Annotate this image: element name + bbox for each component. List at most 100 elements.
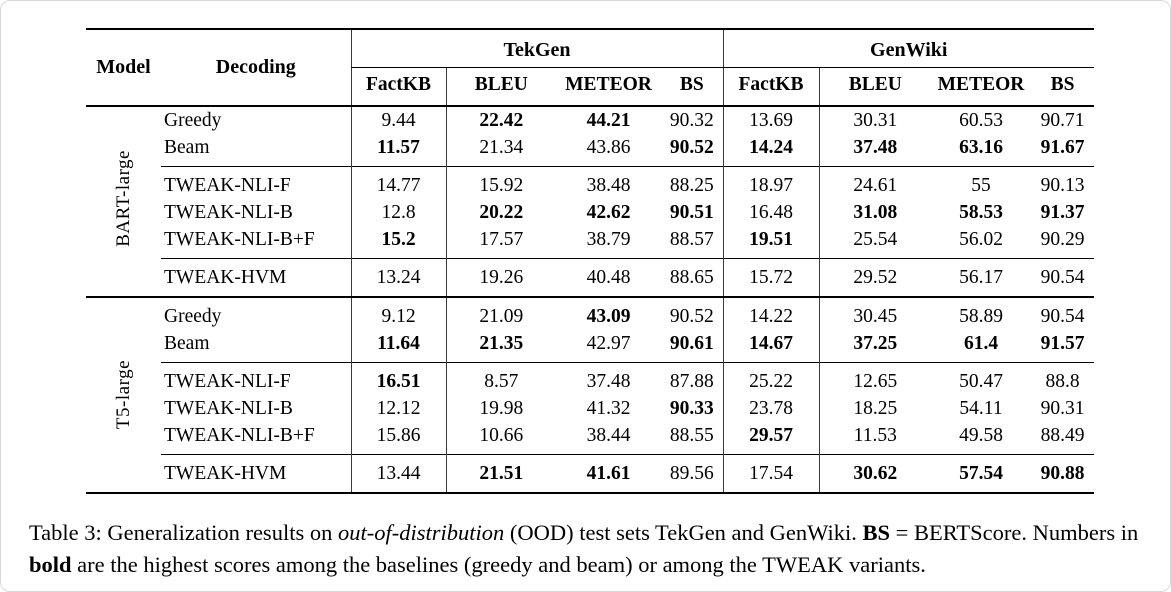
metric-cell: 61.4 xyxy=(963,332,999,354)
column-header-genwiki-bleu: BLEU xyxy=(818,67,931,106)
metric-cell: 20.22 xyxy=(445,199,556,226)
metric-cell: 88.49 xyxy=(1040,424,1085,446)
metric-cell: 90.88 xyxy=(1031,454,1094,493)
caption-segment: Table 3: Generalization results on xyxy=(29,520,338,545)
metric-cell: 11.57 xyxy=(350,134,446,167)
metric-cell: 88.57 xyxy=(669,228,714,250)
metric-cell: 19.98 xyxy=(445,395,556,422)
metric-cell: 19.26 xyxy=(445,258,556,297)
decoding-cell: Beam xyxy=(164,332,210,354)
table-header: Model Decoding TekGen GenWiki FactKB BLE… xyxy=(86,29,1094,106)
metric-cell: 90.31 xyxy=(1040,397,1085,419)
caption-segment: = BERTScore. Numbers in xyxy=(890,520,1139,545)
metric-cell: 88.65 xyxy=(661,258,723,297)
column-group-genwiki: GenWiki xyxy=(722,29,1094,68)
column-header-tekgen-meteor: METEOR xyxy=(565,74,652,95)
metric-cell: 55 xyxy=(931,166,1031,199)
decoding-cell: TWEAK-NLI-B xyxy=(164,201,293,223)
metric-cell: 38.79 xyxy=(586,228,631,250)
metric-cell: 41.32 xyxy=(586,397,631,419)
metric-cell: 11.64 xyxy=(350,330,446,363)
metric-cell: 21.34 xyxy=(445,134,556,167)
decoding-cell: Greedy xyxy=(161,296,351,330)
table-row: TWEAK-NLI-B+F 15.2 17.57 38.79 88.57 19.51 25.… xyxy=(86,226,1094,259)
metric-cell: 15.72 xyxy=(722,258,819,297)
metric-cell: 38.48 xyxy=(556,166,661,199)
metric-cell: 9.44 xyxy=(350,106,446,134)
model-label: T5-large xyxy=(112,359,134,430)
header-group-row: Model Decoding TekGen GenWiki xyxy=(86,29,1094,78)
metric-cell: 13.69 xyxy=(722,106,819,134)
metric-cell: 12.12 xyxy=(350,395,446,422)
column-group-tekgen: TekGen xyxy=(350,29,723,68)
decoding-cell: TWEAK-NLI-B+F xyxy=(164,228,315,250)
metric-cell: 21.51 xyxy=(445,454,556,493)
metric-cell: 37.48 xyxy=(556,362,661,395)
metric-cell: 91.37 xyxy=(1040,201,1085,223)
metric-cell: 88.8 xyxy=(1031,362,1094,395)
table-row: Beam 11.64 21.35 42.97 90.61 14.67 37.25 61.4 91… xyxy=(86,330,1094,363)
caption-segment: bold xyxy=(29,552,72,578)
table-row: TWEAK-HVM 13.44 21.51 41.61 89.56 17.54 30.62 5… xyxy=(86,454,1094,493)
table-row: TWEAK-NLI-F 14.77 15.92 38.48 88.25 18.97 24.6… xyxy=(86,166,1094,199)
metric-cell: 90.29 xyxy=(1040,228,1085,250)
metric-cell: 43.86 xyxy=(586,136,631,158)
metric-cell: 30.62 xyxy=(818,454,931,493)
decoding-cell: TWEAK-NLI-F xyxy=(161,166,351,199)
metric-cell: 50.47 xyxy=(931,362,1031,395)
metric-cell: 54.11 xyxy=(959,397,1003,419)
caption-segment: are the highest scores among the baselin… xyxy=(71,552,926,578)
metric-cell: 58.53 xyxy=(959,201,1003,223)
table-row: TWEAK-NLI-B 12.12 19.98 41.32 90.33 23.78 18.2… xyxy=(86,395,1094,422)
metric-cell: 90.33 xyxy=(669,397,714,419)
metric-cell: 18.97 xyxy=(722,166,819,199)
metric-cell: 37.48 xyxy=(818,134,931,167)
metric-cell: 90.51 xyxy=(669,201,714,223)
metric-cell: 63.16 xyxy=(959,136,1003,158)
metric-cell: 37.25 xyxy=(818,330,931,363)
metric-cell: 19.51 xyxy=(722,226,819,259)
metric-cell: 90.32 xyxy=(669,109,714,131)
model-cell: BART-large xyxy=(86,106,161,297)
metric-cell: 58.89 xyxy=(931,296,1031,330)
metric-cell: 90.54 xyxy=(1031,258,1094,297)
metric-cell: 44.21 xyxy=(586,109,631,131)
metric-cell: 90.52 xyxy=(669,136,714,158)
metric-cell: 30.45 xyxy=(818,296,931,330)
metric-cell: 14.22 xyxy=(722,296,819,330)
metric-cell: 40.48 xyxy=(556,258,661,297)
decoding-cell: TWEAK-NLI-F xyxy=(161,362,351,395)
decoding-cell: TWEAK-HVM xyxy=(161,258,351,297)
model-label: BART-large xyxy=(112,150,134,247)
metric-cell: 90.71 xyxy=(1040,109,1085,131)
table-body: BART-large Greedy 9.44 22.42 44.21 90.32 13.69… xyxy=(86,106,1094,493)
decoding-cell: Greedy xyxy=(164,109,222,131)
metric-cell: 90.54 xyxy=(1031,296,1094,330)
metric-cell: 91.57 xyxy=(1040,332,1085,354)
metric-cell: 14.24 xyxy=(722,134,819,167)
decoding-cell: TWEAK-NLI-B xyxy=(164,397,293,419)
metric-cell: 30.31 xyxy=(818,106,931,134)
header-metric-row: FactKB BLEU METEOR BS FactKB BLEU METEOR… xyxy=(86,67,1094,106)
column-header-genwiki-bs: BS xyxy=(1050,74,1075,95)
metric-cell: 14.77 xyxy=(350,166,446,199)
table-row: TWEAK-NLI-F 16.51 8.57 37.48 87.88 25.22 12.65… xyxy=(86,362,1094,395)
column-header-tekgen-bs: BS xyxy=(679,74,704,95)
metric-cell: 21.35 xyxy=(445,330,556,363)
metric-cell: 60.53 xyxy=(959,109,1003,131)
table-row: TWEAK-NLI-B 12.8 20.22 42.62 90.51 16.48 31.08… xyxy=(86,199,1094,226)
decoding-cell: TWEAK-HVM xyxy=(161,454,351,493)
metric-cell: 25.54 xyxy=(818,226,931,259)
table-row: TWEAK-NLI-B+F 15.86 10.66 38.44 88.55 29.57 11… xyxy=(86,422,1094,455)
metric-cell: 13.24 xyxy=(350,258,446,297)
decoding-cell: TWEAK-NLI-B+F xyxy=(164,424,315,446)
metric-cell: 88.25 xyxy=(661,166,723,199)
table-row: T5-large Greedy 9.12 21.09 43.09 90.52 14.22 30… xyxy=(86,296,1094,493)
metric-cell: 21.09 xyxy=(445,296,556,330)
metric-cell: 38.44 xyxy=(586,424,631,446)
column-header-decoding: Decoding xyxy=(215,56,296,78)
metric-cell: 29.52 xyxy=(818,258,931,297)
results-table: Model Decoding TekGen GenWiki FactKB BLE… xyxy=(86,28,1094,494)
metric-cell: 57.54 xyxy=(931,454,1031,493)
